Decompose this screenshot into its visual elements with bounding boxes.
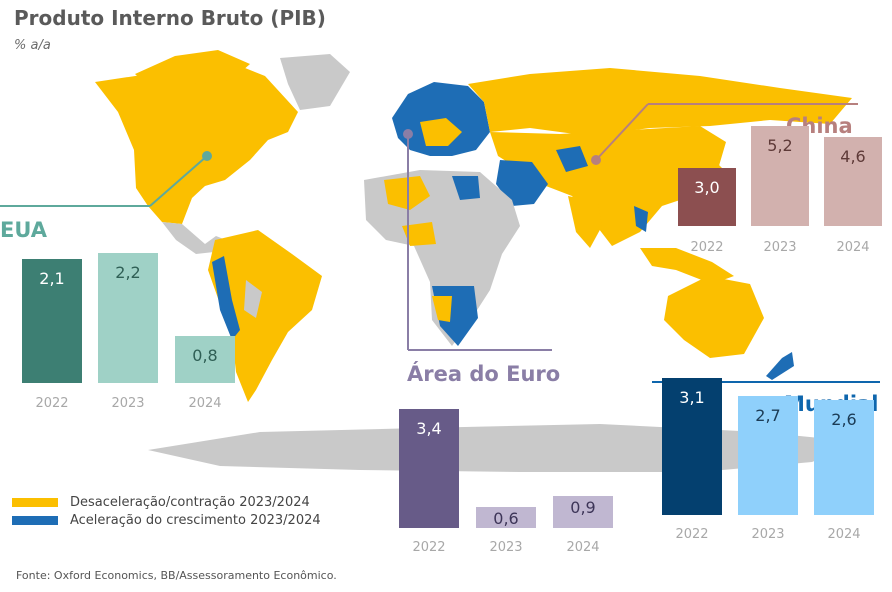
map-north-america [95, 62, 298, 224]
map-new-zealand [766, 352, 794, 380]
map-se-asia [640, 248, 734, 284]
source-note: Fonte: Oxford Economics, BB/Assessoramen… [16, 569, 337, 582]
eua-marker [202, 151, 212, 161]
map-sa-gray [244, 280, 262, 318]
map-europe-yellow [420, 118, 462, 146]
china-bar-2024: 4,6 [824, 137, 882, 226]
eua-bar-2024: 0,8 [175, 336, 235, 383]
eua-value-label-2024: 0,8 [192, 346, 218, 365]
china-value-label-2023: 5,2 [767, 136, 793, 155]
page-title: Produto Interno Bruto (PIB) [14, 6, 326, 30]
eua-year-label-2023: 2023 [111, 396, 145, 411]
china-year-label-2023: 2023 [763, 240, 797, 255]
mundial-bar-2022: 3,1 [662, 378, 722, 515]
mundial-value-label-2024: 2,6 [831, 410, 857, 429]
china-year-label-2022: 2022 [690, 240, 724, 255]
euro-year-label-2022: 2022 [412, 540, 446, 555]
map-asia [490, 126, 726, 246]
map-south-america [208, 230, 322, 402]
map-west-africa [402, 222, 436, 246]
map-greenland [280, 54, 350, 110]
legend-item-acceleration: Aceleração do crescimento 2023/2024 [12, 513, 321, 528]
eua-title: EUA [0, 218, 48, 242]
euro-bar-2024: 0,9 [553, 496, 613, 528]
eua-value-label-2023: 2,2 [115, 263, 141, 282]
eua-year-label-2024: 2024 [188, 396, 222, 411]
legend-label-acceleration: Aceleração do crescimento 2023/2024 [70, 513, 321, 528]
eua-bar-2023: 2,2 [98, 253, 158, 383]
china-bar-2022: 3,0 [678, 168, 736, 226]
legend-swatch-yellow [12, 498, 58, 507]
china-marker [591, 155, 601, 165]
china-connector-diag [595, 103, 649, 161]
mundial-year-label-2022: 2022 [675, 527, 709, 542]
china-year-label-2024: 2024 [836, 240, 870, 255]
euro-value-label-2023: 0,6 [493, 509, 519, 528]
euro-value-label-2024: 0,9 [570, 498, 596, 517]
mundial-year-label-2023: 2023 [751, 527, 785, 542]
legend-label-slowdown: Desaceleração/contração 2023/2024 [70, 495, 310, 510]
mundial-value-label-2022: 3,1 [679, 388, 705, 407]
map-central-asia-blue [556, 146, 588, 172]
euro-year-label-2023: 2023 [489, 540, 523, 555]
map-canada-north [135, 50, 250, 88]
map-egypt-blue [452, 176, 480, 200]
map-mexico-central [162, 222, 226, 254]
mundial-year-label-2024: 2024 [827, 527, 861, 542]
mundial-bar-2024: 2,6 [814, 400, 874, 515]
eua-connector-diag [149, 155, 208, 207]
map-africa [364, 170, 520, 346]
euro-title: Área do Euro [407, 362, 561, 386]
map-sa-blue-west [212, 256, 240, 340]
china-value-label-2024: 4,6 [840, 147, 866, 166]
euro-value-label-2022: 3,4 [416, 419, 442, 438]
china-value-label-2022: 3,0 [694, 178, 720, 197]
legend-item-slowdown: Desaceleração/contração 2023/2024 [12, 495, 310, 510]
map-africa-yellow [432, 296, 452, 322]
map-india [568, 196, 602, 248]
eua-value-label-2022: 2,1 [39, 269, 65, 288]
eua-bar-2022: 2,1 [22, 259, 82, 383]
page-subtitle: % a/a [14, 38, 51, 53]
mundial-value-label-2023: 2,7 [755, 406, 781, 425]
map-middle-east [496, 160, 548, 206]
euro-marker [403, 129, 413, 139]
euro-bar-2023: 0,6 [476, 507, 536, 528]
map-se-asia-blue [634, 206, 648, 232]
euro-year-label-2024: 2024 [566, 540, 600, 555]
euro-bar-2022: 3,4 [399, 409, 459, 528]
china-bar-2023: 5,2 [751, 126, 809, 226]
eua-year-label-2022: 2022 [35, 396, 69, 411]
legend-swatch-blue [12, 516, 58, 525]
mundial-bar-2023: 2,7 [738, 396, 798, 515]
map-russia [468, 68, 852, 136]
map-australia [664, 276, 764, 358]
